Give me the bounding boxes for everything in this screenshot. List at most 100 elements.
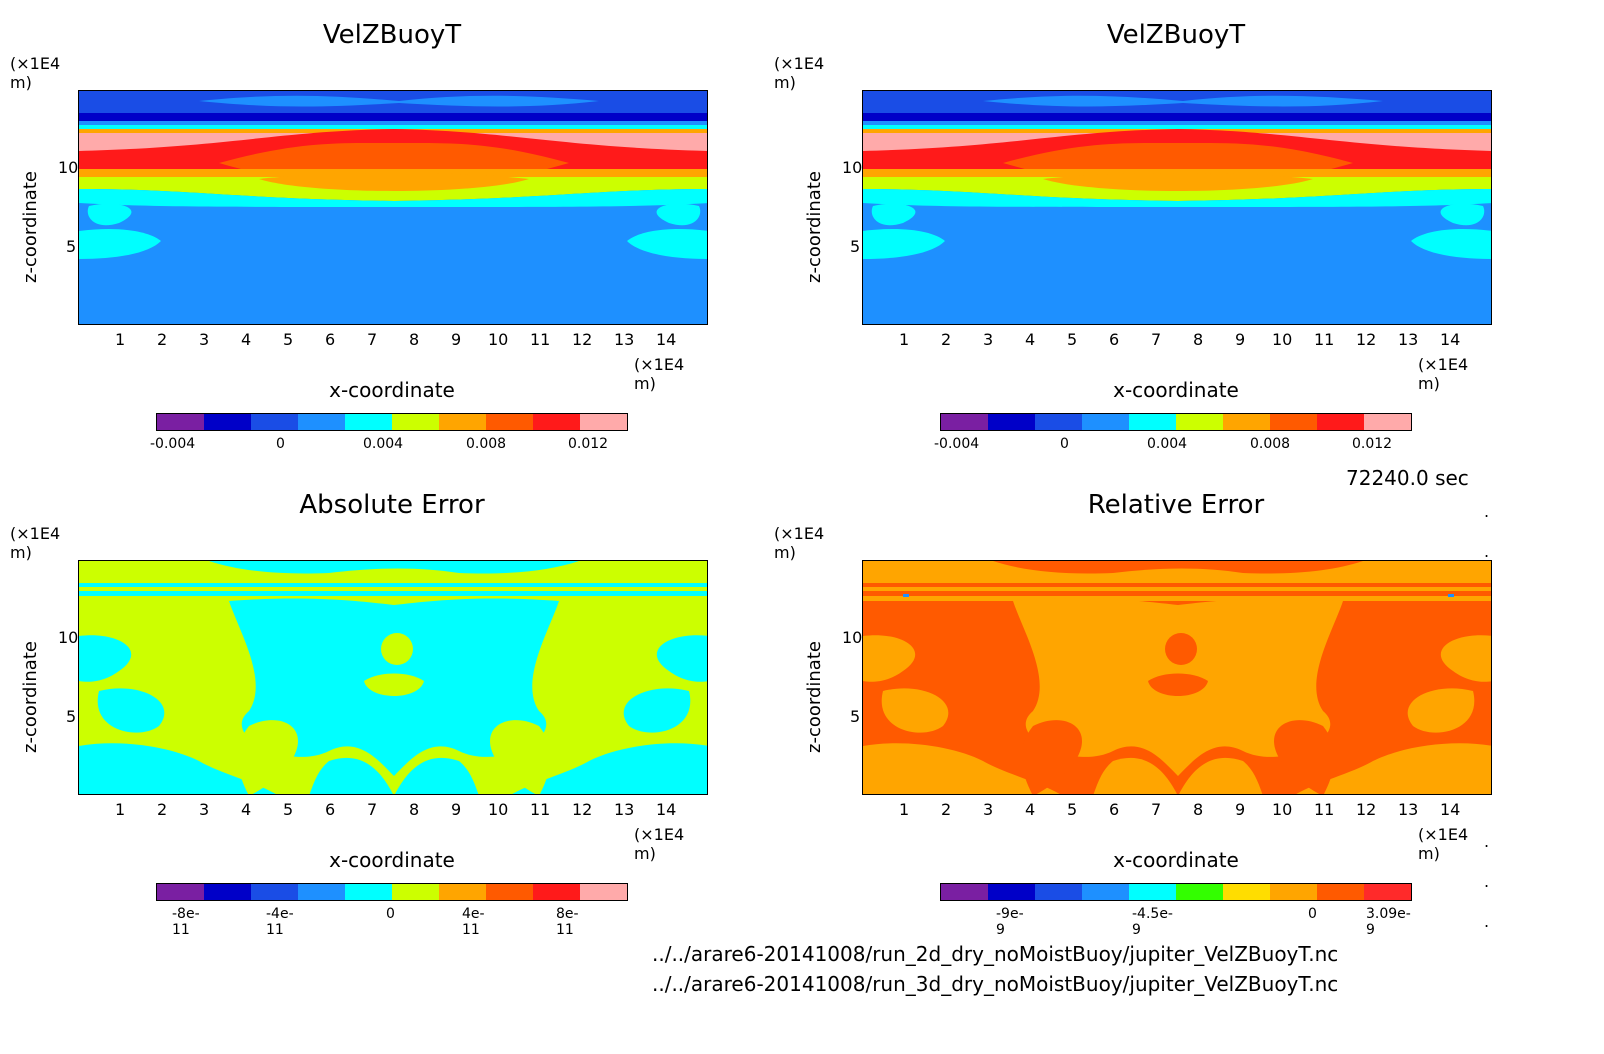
x-tick-label: 5 <box>283 330 294 349</box>
colorbar-tick: 0.004 <box>363 436 404 452</box>
z-tick: 10 <box>842 628 863 647</box>
colorbar-segment <box>439 884 486 900</box>
chart-title: Absolute Error <box>299 490 485 520</box>
z-unit-label: (×1E4 m) <box>10 54 61 92</box>
colorbar-segment <box>251 414 298 430</box>
z-tick: 10 <box>842 158 863 177</box>
colorbar-segment <box>1082 884 1129 900</box>
colorbar-segment <box>1129 414 1176 430</box>
x-tick-label: 11 <box>1314 800 1335 819</box>
x-tick-label: 7 <box>367 800 378 819</box>
colorbar-tick: 0.008 <box>466 436 507 452</box>
colorbar-segment <box>298 414 345 430</box>
x-tick-label: 12 <box>572 800 593 819</box>
x-tick-label: 4 <box>241 800 252 819</box>
colorbar-segment <box>1364 414 1411 430</box>
z-tick: 10 <box>58 628 79 647</box>
z-tick: 5 <box>66 237 77 256</box>
heatmap-field <box>863 561 1491 794</box>
colorbar-tick: 3.09e-9 <box>1366 906 1411 938</box>
z-tick: 5 <box>850 237 861 256</box>
colorbar-segment <box>439 414 486 430</box>
x-tick-label: 8 <box>409 330 420 349</box>
colorbar-tick: 0 <box>386 906 395 922</box>
colorbar-segment <box>392 884 439 900</box>
colorbar-segment <box>533 884 580 900</box>
x-tick-label: 12 <box>1356 800 1377 819</box>
x-tick-label: 7 <box>1151 330 1162 349</box>
colorbar-segment <box>157 414 204 430</box>
x-tick-label: 9 <box>1235 330 1246 349</box>
x-unit-label: (×1E4 m) <box>634 825 685 863</box>
x-tick-label: 10 <box>1272 330 1293 349</box>
heatmap-plot <box>78 90 708 325</box>
colorbar <box>156 883 628 901</box>
z-axis-label: z-coordinate <box>20 641 41 753</box>
x-tick-label: 8 <box>1193 800 1204 819</box>
x-tick-label: 9 <box>451 330 462 349</box>
colorbar-segment <box>486 414 533 430</box>
x-tick-label: 13 <box>1398 330 1419 349</box>
colorbar-segment <box>1223 414 1270 430</box>
z-axis-label: z-coordinate <box>804 171 825 283</box>
x-tick-label: 4 <box>241 330 252 349</box>
colorbar-segment <box>486 884 533 900</box>
colorbar-segment <box>988 414 1035 430</box>
x-tick-label: 14 <box>1440 330 1461 349</box>
colorbar <box>940 413 1412 431</box>
colorbar-segment <box>1035 884 1082 900</box>
x-axis-label: x-coordinate <box>1113 848 1239 872</box>
colorbar-tick: -8e-11 <box>172 906 200 938</box>
x-tick-label: 4 <box>1025 800 1036 819</box>
x-tick-label: 8 <box>409 800 420 819</box>
colorbar-segment <box>392 414 439 430</box>
x-tick-label: 12 <box>572 330 593 349</box>
colorbar <box>940 883 1412 901</box>
colorbar-tick: -0.004 <box>934 436 980 452</box>
x-tick-label: 6 <box>325 330 336 349</box>
heatmap-plot <box>862 90 1492 325</box>
colorbar-segment <box>1270 884 1317 900</box>
x-tick-label: 7 <box>1151 800 1162 819</box>
x-tick-label: 1 <box>899 800 910 819</box>
colorbar-segment <box>1176 884 1223 900</box>
x-tick-label: 11 <box>1314 330 1335 349</box>
colorbar-segment <box>1317 414 1364 430</box>
colorbar-segment <box>251 884 298 900</box>
colorbar-segment <box>1035 414 1082 430</box>
colorbar-tick: 4e-11 <box>462 906 485 938</box>
colorbar-segment <box>580 414 627 430</box>
x-tick-label: 1 <box>899 330 910 349</box>
dot-marks: .. <box>1484 502 1490 561</box>
z-unit-label: (×1E4 m) <box>10 524 61 562</box>
colorbar-segment <box>1082 414 1129 430</box>
colorbar-segment <box>1223 884 1270 900</box>
x-tick-label: 5 <box>1067 330 1078 349</box>
x-tick-label: 10 <box>488 800 509 819</box>
x-tick-label: 6 <box>325 800 336 819</box>
x-tick-label: 2 <box>157 330 168 349</box>
x-unit-label: (×1E4 m) <box>1418 355 1469 393</box>
x-tick-label: 2 <box>941 800 952 819</box>
colorbar-tick: -4e-11 <box>266 906 294 938</box>
x-tick-label: 3 <box>199 800 210 819</box>
colorbar-segment <box>988 884 1035 900</box>
colorbar-tick: 8e-11 <box>556 906 579 938</box>
x-tick-label: 8 <box>1193 330 1204 349</box>
x-tick-label: 4 <box>1025 330 1036 349</box>
colorbar-segment <box>204 414 251 430</box>
colorbar-segment <box>345 414 392 430</box>
colorbar-tick: 0.012 <box>1352 436 1393 452</box>
heatmap-plot <box>78 560 708 795</box>
colorbar-tick: 0.004 <box>1147 436 1188 452</box>
x-tick-label: 9 <box>451 800 462 819</box>
x-tick-label: 3 <box>983 330 994 349</box>
file-path-2: ../../arare6-20141008/run_3d_dry_noMoist… <box>652 972 1339 996</box>
x-tick-label: 3 <box>983 800 994 819</box>
x-tick-label: 6 <box>1109 800 1120 819</box>
x-tick-label: 11 <box>530 330 551 349</box>
colorbar-segment <box>157 884 204 900</box>
colorbar-tick: 0 <box>1060 436 1069 452</box>
z-unit-label: (×1E4 m) <box>774 54 825 92</box>
x-tick-label: 13 <box>614 800 635 819</box>
